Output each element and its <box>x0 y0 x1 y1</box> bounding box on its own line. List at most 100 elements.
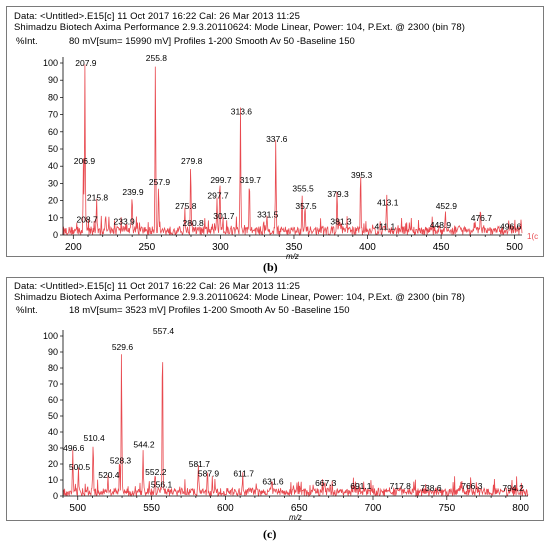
y-axis-label: %Int. <box>16 305 38 316</box>
peak-label: 255.8 <box>146 53 168 63</box>
spectrum-trace <box>62 64 523 237</box>
peak-label: 215.8 <box>87 192 109 202</box>
peak-label: 208.7 <box>76 215 98 225</box>
peak-label: 631.6 <box>262 476 284 486</box>
x-tick-label: 600 <box>217 503 234 514</box>
peak-label: 529.6 <box>112 342 134 352</box>
peak-label: 395.3 <box>351 170 373 180</box>
y-tick-label: 100 <box>43 331 58 341</box>
peak-label: 357.5 <box>295 201 317 211</box>
x-tick-label: 550 <box>143 503 160 514</box>
peak-label: 233.9 <box>114 216 136 226</box>
peak-label: 319.7 <box>240 175 262 185</box>
x-axis-label: m/z <box>289 513 302 522</box>
y-tick-label: 20 <box>48 459 58 469</box>
y-tick-label: 50 <box>48 144 58 154</box>
spectrum-plot-b: 0 10 20 30 40 50 60 70 80 90 100 200 250 300 350 400 450… <box>43 53 538 261</box>
peak-label: 452.9 <box>436 201 458 211</box>
peak-label: 496.6 <box>63 443 85 453</box>
x-tick-label: 350 <box>286 242 303 253</box>
y-tick-label: 70 <box>48 110 58 120</box>
x-tick-label: 700 <box>365 503 382 514</box>
peak-label: 337.6 <box>266 134 288 144</box>
peak-label: 379.3 <box>327 189 349 199</box>
peak-label: 544.2 <box>133 440 155 450</box>
y-tick-label: 0 <box>53 230 58 240</box>
y-tick-label: 50 <box>48 411 58 421</box>
peak-label: 355.5 <box>292 184 314 194</box>
y-tick-label: 90 <box>48 347 58 357</box>
header-line-2: Shimadzu Biotech Axima Performance 2.9.3… <box>14 22 466 33</box>
panel-caption-c: (c) <box>263 527 277 541</box>
x-tick-label: 800 <box>512 503 529 514</box>
peak-label: 299.7 <box>210 175 232 185</box>
peak-label: 331.5 <box>257 210 279 220</box>
y-tick-label: 90 <box>48 75 58 85</box>
panel-caption-b: (b) <box>263 260 278 274</box>
y-tick-label: 80 <box>48 363 58 373</box>
overflow-label: 1(c <box>527 232 538 241</box>
peak-label: 301.7 <box>213 211 235 221</box>
y-axis-label: %Int. <box>16 36 38 47</box>
peak-label: 738.6 <box>420 483 442 493</box>
spectrum-trace <box>62 354 529 498</box>
x-axis-label: m/z <box>286 252 299 261</box>
spectrum-plot-c: 0 10 20 30 40 50 60 70 80 90 100 500 550 600 650 700 750… <box>43 326 529 522</box>
spectrum-panel-b: Data: <Untitled>.E15[c] 11 Oct 2017 16:2… <box>6 6 544 261</box>
peak-label: 500.5 <box>69 462 91 472</box>
x-tick-label: 400 <box>359 242 376 253</box>
peak-label: 691.1 <box>350 481 372 491</box>
acquisition-info: 18 mV[sum= 3523 mV] Profiles 1-200 Smoot… <box>69 305 350 316</box>
peak-label: 766.3 <box>461 481 483 491</box>
peak-label: 510.4 <box>83 433 105 443</box>
peak-label: 448.9 <box>430 220 452 230</box>
header-line-1: Data: <Untitled>.E15[c] 11 Oct 2017 16:2… <box>14 11 300 22</box>
peak-label: 552.2 <box>145 467 167 477</box>
x-tick-label: 300 <box>212 242 229 253</box>
peak-label: 556.1 <box>151 480 173 490</box>
y-tick-label: 40 <box>48 161 58 171</box>
peak-label: 313.6 <box>231 106 253 116</box>
x-tick-label: 650 <box>291 503 308 514</box>
peak-label: 297.7 <box>207 191 229 201</box>
y-tick-label: 60 <box>48 395 58 405</box>
y-tick-label: 10 <box>48 475 58 485</box>
x-tick-label: 750 <box>438 503 455 514</box>
peak-label: 587.9 <box>198 468 220 478</box>
y-tick-label: 60 <box>48 127 58 137</box>
x-tick-label: 200 <box>65 242 82 253</box>
y-tick-label: 80 <box>48 92 58 102</box>
y-tick-label: 10 <box>48 213 58 223</box>
peak-label: 476.7 <box>471 213 493 223</box>
spectrum-panel-c: Data: <Untitled>.E15[c] 11 Oct 2017 16:2… <box>6 277 544 522</box>
peak-label: 207.9 <box>75 58 97 68</box>
peak-label: 794.2 <box>502 483 524 493</box>
peak-label: 413.1 <box>377 197 399 207</box>
header-line-2: Shimadzu Biotech Axima Performance 2.9.3… <box>14 292 466 303</box>
y-tick-label: 0 <box>53 491 58 501</box>
peak-label: 496.6 <box>500 222 522 232</box>
peak-label: 239.9 <box>122 187 144 197</box>
y-tick-label: 100 <box>43 58 58 68</box>
peak-label: 557.4 <box>153 326 175 336</box>
y-tick-label: 20 <box>48 196 58 206</box>
x-tick-label: 500 <box>506 242 523 253</box>
x-tick-label: 450 <box>433 242 450 253</box>
x-tick-label: 250 <box>139 242 156 253</box>
peak-label: 280.8 <box>183 218 205 228</box>
y-tick-label: 30 <box>48 178 58 188</box>
peak-label: 206.9 <box>74 156 96 166</box>
peak-label: 275.8 <box>175 201 197 211</box>
y-tick-label: 40 <box>48 427 58 437</box>
peak-label: 279.8 <box>181 156 203 166</box>
acquisition-info: 80 mV[sum= 15990 mV] Profiles 1-200 Smoo… <box>69 36 355 47</box>
peak-label: 381.3 <box>330 216 352 226</box>
peak-label: 717.8 <box>390 481 412 491</box>
header-line-1: Data: <Untitled>.E15[c] 11 Oct 2017 16:2… <box>14 281 300 292</box>
peak-label: 581.7 <box>189 459 211 469</box>
peak-label: 667.3 <box>315 478 337 488</box>
y-tick-label: 30 <box>48 443 58 453</box>
peak-label: 411.1 <box>375 222 396 232</box>
x-tick-label: 500 <box>69 503 86 514</box>
y-tick-label: 70 <box>48 379 58 389</box>
